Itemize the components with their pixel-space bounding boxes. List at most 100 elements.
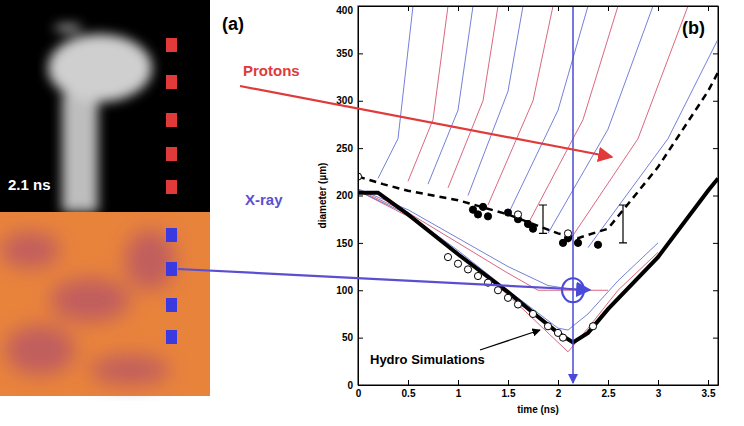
tick — [713, 385, 718, 386]
series-line — [358, 191, 658, 352]
error-bar — [539, 205, 547, 233]
tick — [508, 6, 509, 11]
tick-mark — [358, 385, 363, 386]
series-line — [568, 6, 688, 243]
tick-label: 250 — [336, 143, 353, 154]
tick-mark — [713, 290, 718, 291]
tick-mark — [608, 380, 609, 385]
axis-line — [359, 385, 719, 386]
series-line — [378, 6, 413, 178]
panel-a: 2.1 ns — [0, 0, 210, 396]
tick-mark — [358, 196, 363, 197]
tick-label: 3.5 — [702, 388, 716, 399]
tick-label: 350 — [336, 48, 353, 59]
data-point — [589, 323, 596, 330]
data-point — [529, 310, 536, 317]
data-point — [529, 225, 536, 232]
reference-line — [572, 6, 574, 383]
series-line — [448, 6, 498, 188]
tick: 1.5 — [502, 380, 516, 399]
tick-mark — [508, 380, 509, 385]
series-line — [428, 6, 473, 184]
tick-label: 1 — [456, 388, 462, 399]
data-point — [559, 334, 566, 341]
tick-mark — [713, 148, 718, 149]
tick — [713, 6, 718, 7]
tick — [708, 6, 709, 11]
tick-mark — [713, 385, 718, 386]
xray-texture — [90, 355, 170, 385]
series-line — [468, 6, 523, 196]
data-point — [474, 272, 481, 279]
tick-mark — [558, 380, 559, 385]
tick — [408, 6, 409, 11]
proton-marker — [166, 180, 177, 194]
tick: 3.5 — [702, 380, 716, 399]
tick-mark — [713, 101, 718, 102]
xray-marker — [166, 298, 177, 312]
tick — [713, 290, 718, 291]
series-line — [358, 72, 718, 238]
tick-mark — [358, 148, 363, 149]
series-line — [488, 6, 553, 205]
data-point — [464, 266, 471, 273]
xray-texture — [5, 325, 75, 375]
tick-label: 400 — [336, 5, 353, 16]
tick-mark — [358, 6, 363, 7]
tick — [713, 196, 718, 197]
data-point — [564, 230, 571, 237]
tick-label: 150 — [336, 238, 353, 249]
data-point — [514, 301, 521, 308]
tick-label: 100 — [336, 285, 353, 296]
tick — [458, 6, 459, 11]
tick — [713, 243, 718, 244]
tick — [713, 53, 718, 54]
annotation: Hydro Simulations — [370, 352, 485, 367]
xray-texture — [50, 278, 130, 322]
tick-mark — [658, 6, 659, 11]
tick: 0 — [347, 380, 363, 391]
proton-marker — [166, 147, 177, 161]
tick-label: 1.5 — [502, 388, 516, 399]
tick-mark — [458, 380, 459, 385]
tick: 250 — [336, 143, 363, 154]
data-point — [514, 211, 521, 218]
x-axis-title: time (ns) — [517, 404, 559, 415]
tick-mark — [408, 6, 409, 11]
annotation: X-ray — [245, 191, 283, 208]
panel-label: (b) — [682, 18, 705, 38]
data-point — [594, 241, 601, 248]
tick: 400 — [336, 5, 363, 16]
tick-mark — [358, 243, 363, 244]
arrow — [480, 330, 540, 350]
series-line — [408, 6, 448, 181]
y-right-axis — [713, 7, 719, 386]
arrow — [178, 269, 590, 290]
tick — [608, 6, 609, 11]
tick-mark — [658, 380, 659, 385]
tick — [558, 6, 559, 11]
tick-mark — [508, 6, 509, 11]
xray-texture — [0, 232, 60, 268]
tick-mark — [458, 6, 459, 11]
tick-mark — [358, 290, 363, 291]
data-point — [544, 323, 551, 330]
xray-marker — [166, 262, 177, 276]
x-top-axis — [359, 6, 719, 11]
plot-marks — [358, 6, 718, 383]
tick: 2 — [556, 380, 562, 399]
tick-mark — [713, 338, 718, 339]
tick: 100 — [336, 285, 363, 296]
time-label: 2.1 ns — [8, 176, 51, 193]
plot-frame — [358, 6, 718, 385]
tick: 0.5 — [402, 380, 416, 399]
tick-label: 50 — [342, 332, 354, 343]
tick: 1 — [456, 380, 462, 399]
panel-label: (a) — [222, 14, 244, 34]
y-axis: 050100150200250300350400 — [336, 5, 363, 391]
xray-marker — [166, 228, 177, 242]
x-axis: 00.511.522.533.5 — [356, 380, 719, 399]
tick-mark — [358, 101, 363, 102]
axis-line — [359, 6, 719, 7]
data-point — [504, 294, 511, 301]
